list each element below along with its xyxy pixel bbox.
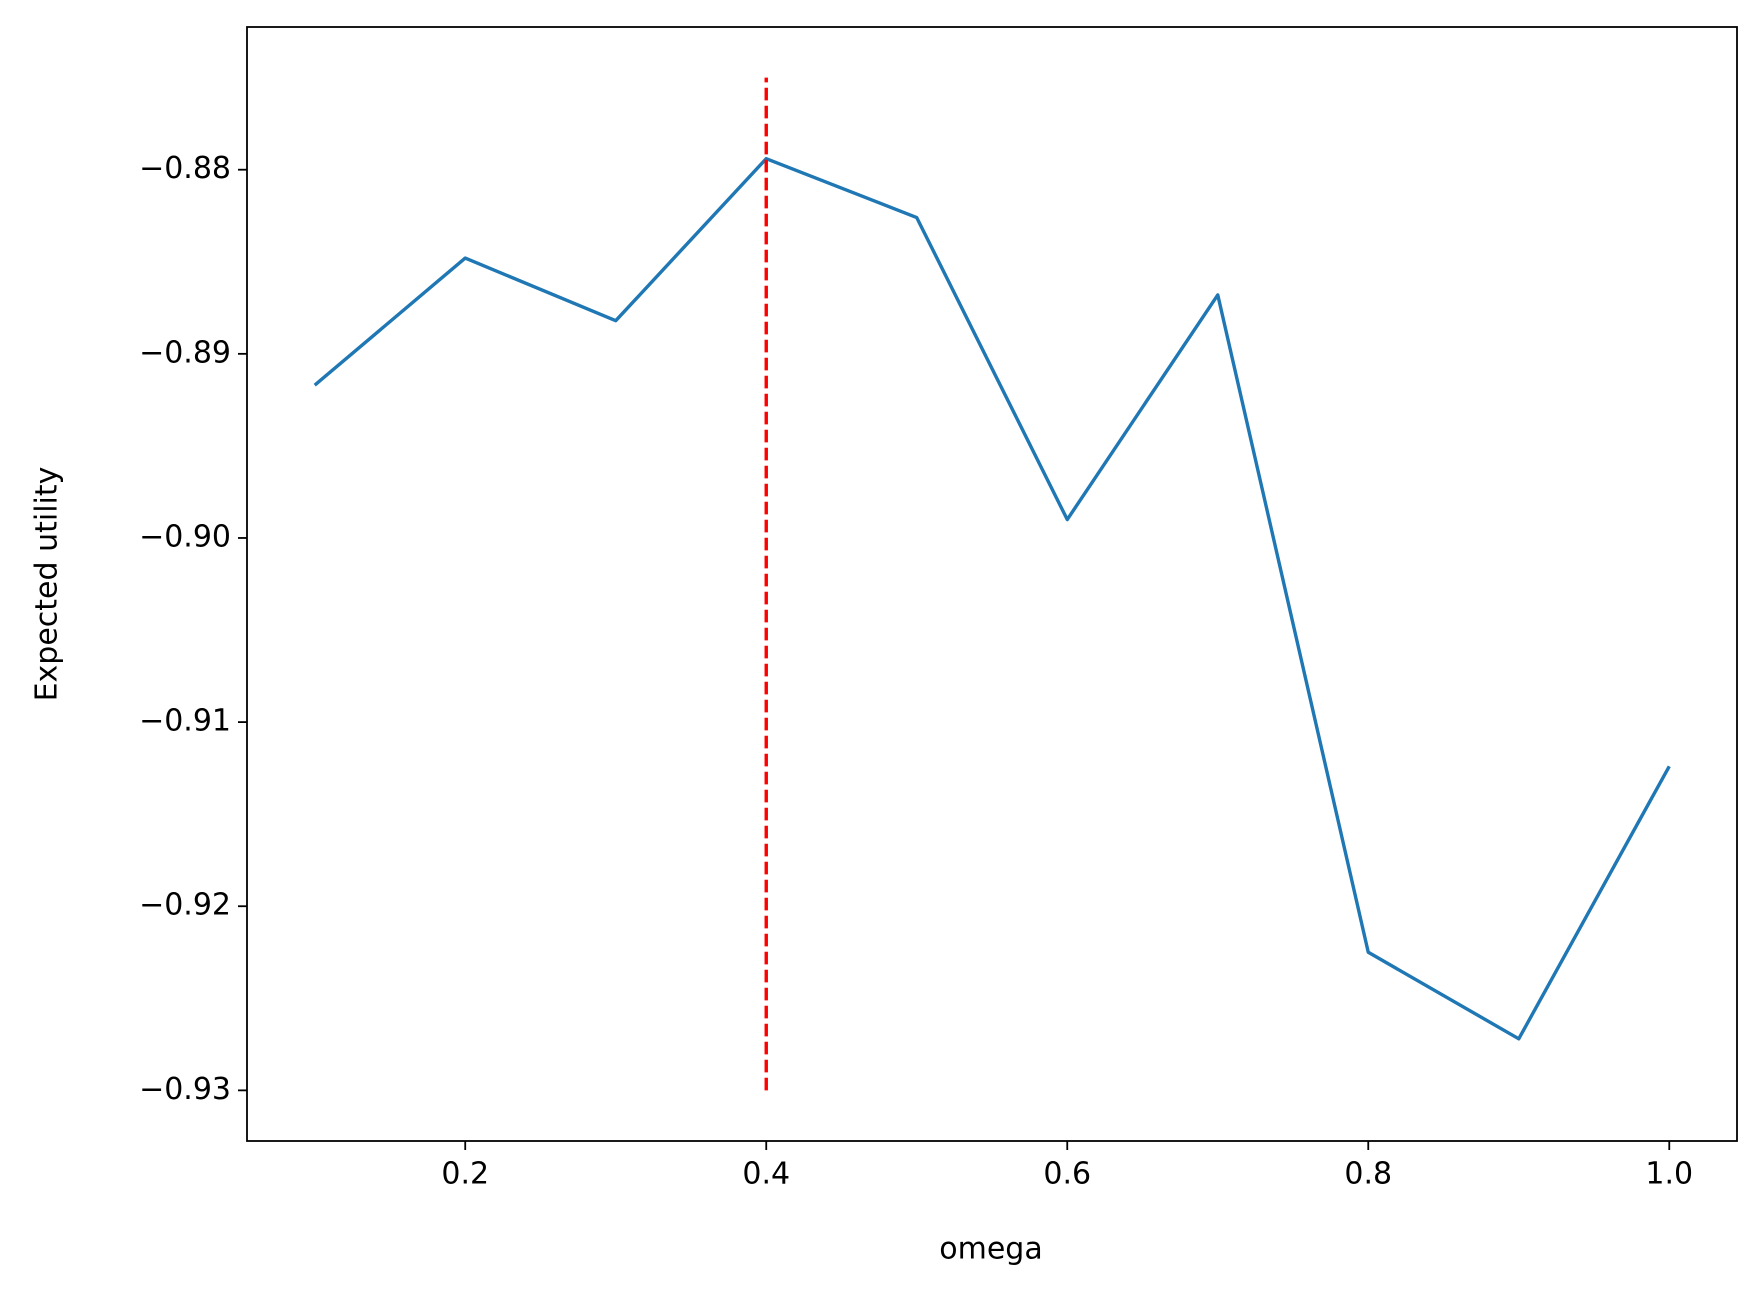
x-tick-label: 0.8 bbox=[1344, 1157, 1392, 1192]
x-tick-label: 0.4 bbox=[742, 1157, 790, 1192]
y-tick-label: −0.93 bbox=[139, 1072, 231, 1107]
x-tick-label: 0.6 bbox=[1043, 1157, 1091, 1192]
plot-frame bbox=[246, 26, 1738, 1142]
y-tick-label: −0.88 bbox=[139, 151, 231, 186]
y-tick-label: −0.91 bbox=[139, 704, 231, 739]
y-tick-label: −0.90 bbox=[139, 519, 231, 554]
x-tick-label: 0.2 bbox=[441, 1157, 489, 1192]
y-tick-label: −0.92 bbox=[139, 888, 231, 923]
y-axis-label: Expected utility bbox=[30, 467, 65, 702]
x-tick-label: 1.0 bbox=[1645, 1157, 1693, 1192]
data-line bbox=[313, 156, 1671, 1041]
x-axis-label: omega bbox=[939, 1232, 1042, 1267]
y-tick-label: −0.89 bbox=[139, 335, 231, 370]
